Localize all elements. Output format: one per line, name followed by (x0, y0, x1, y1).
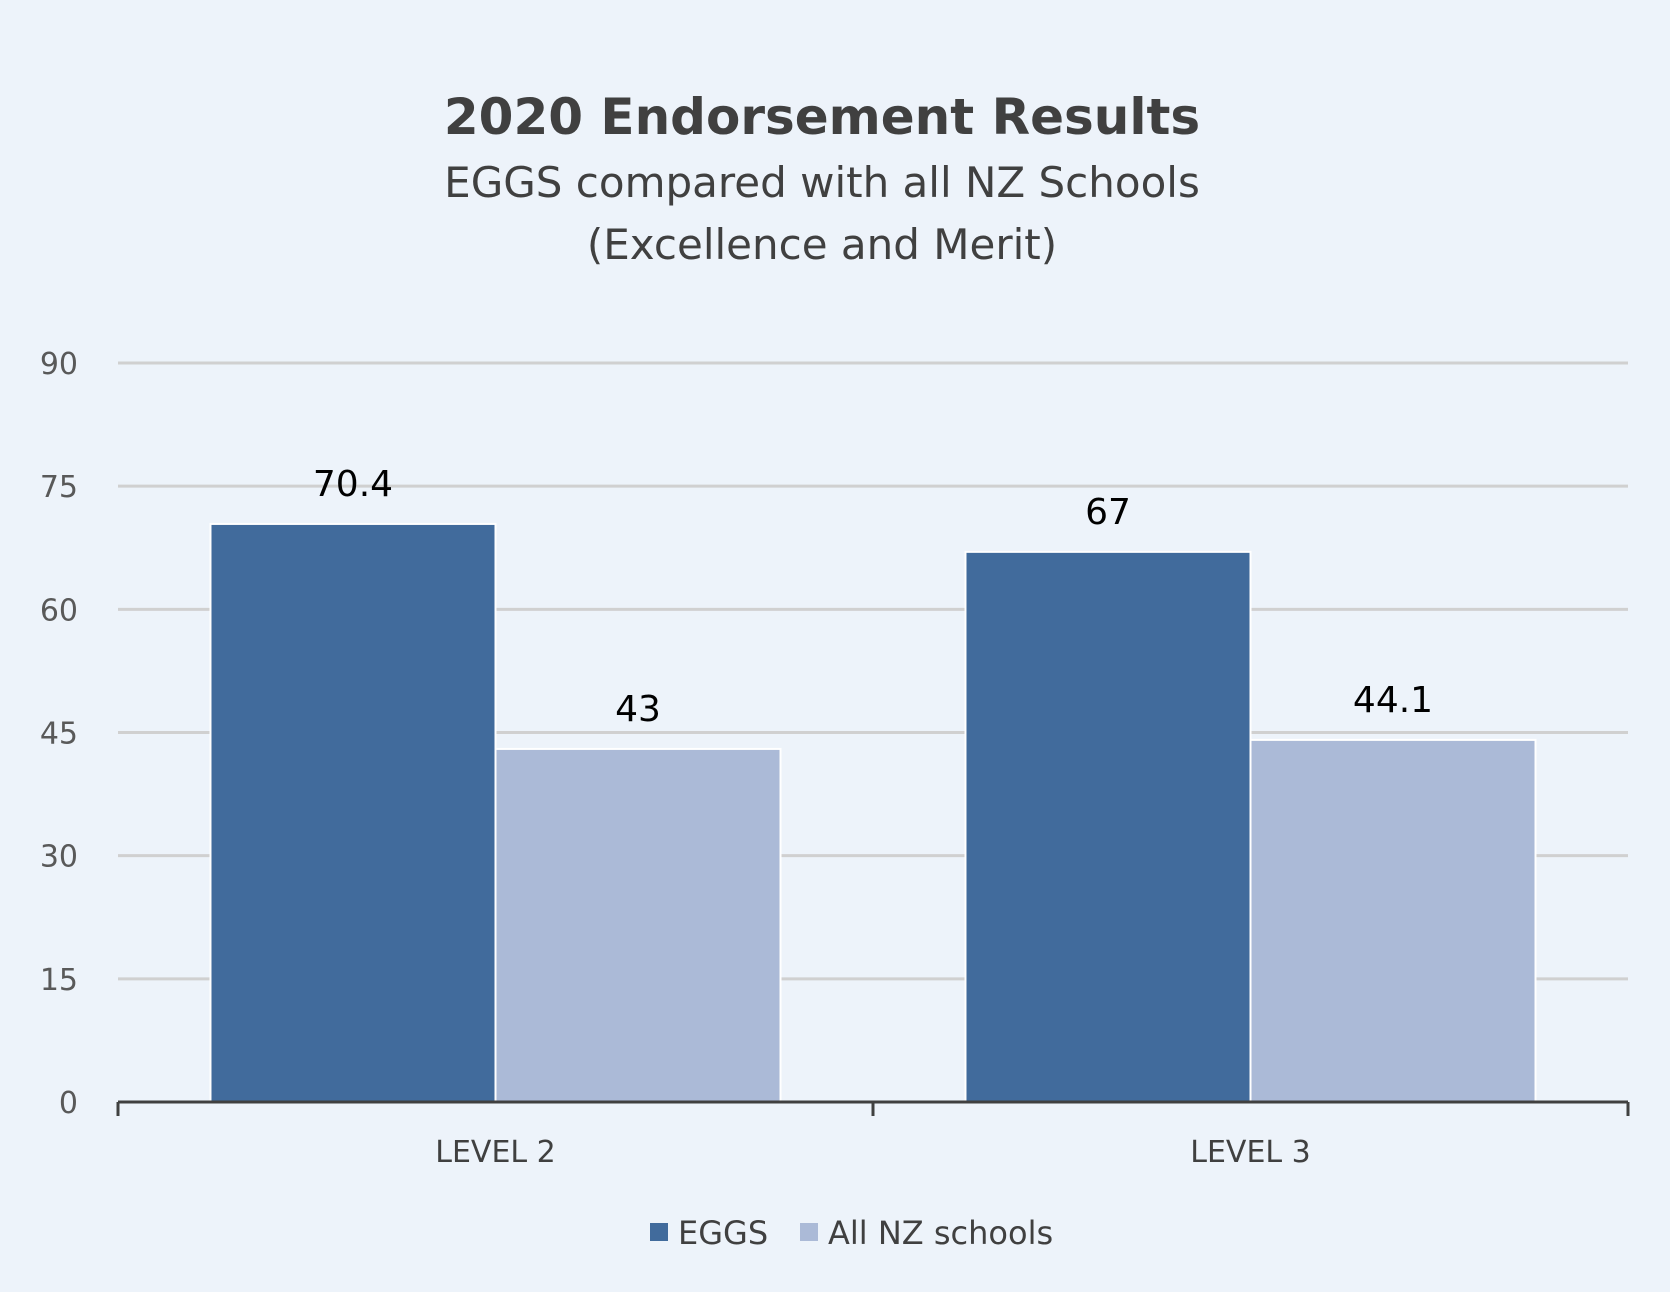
y-tick-label-75: 75 (40, 470, 78, 505)
data-label: 70.4 (313, 464, 393, 505)
y-tick-label-90: 90 (40, 347, 78, 382)
y-tick-label-30: 30 (40, 840, 78, 875)
bar-eggs-level-3 (964, 550, 1252, 1103)
legend-swatch-all-nz-schools (800, 1223, 818, 1241)
bar-all-nz-schools-level-2 (494, 747, 782, 1104)
y-tick-label-0: 0 (59, 1086, 78, 1121)
chart-subtitle-line-2: (Excellence and Merit) (587, 220, 1057, 269)
data-label: 67 (1085, 492, 1131, 533)
y-tick-label-15: 15 (40, 963, 78, 998)
legend-label: All NZ schools (828, 1214, 1053, 1252)
bar-eggs-level-2 (209, 522, 497, 1103)
x-tick-label: LEVEL 2 (435, 1135, 555, 1170)
legend-swatch-eggs (650, 1223, 668, 1241)
data-label: 43 (615, 689, 661, 730)
x-tick-label: LEVEL 3 (1190, 1135, 1310, 1170)
chart-title: 2020 Endorsement Results (444, 88, 1200, 146)
chart-subtitle-line-1: EGGS compared with all NZ Schools (444, 158, 1200, 207)
data-label: 44.1 (1353, 680, 1433, 721)
legend-label: EGGS (678, 1214, 768, 1252)
bar-all-nz-schools-level-3 (1249, 738, 1537, 1103)
y-tick-label-60: 60 (40, 593, 78, 628)
y-tick-label-45: 45 (40, 717, 78, 752)
